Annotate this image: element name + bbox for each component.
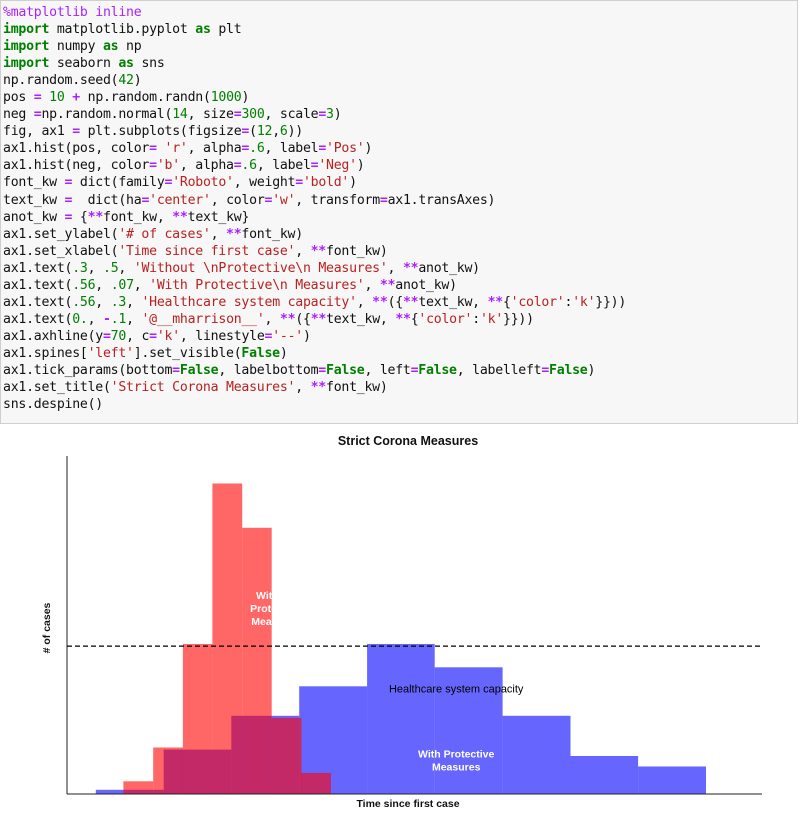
with-measures-label-line: With Protective: [418, 748, 494, 760]
pos-histogram-bar: [182, 644, 213, 794]
capacity-label-line: Healthcare system capacity: [389, 684, 524, 696]
code-line: sns.despine(): [3, 397, 103, 413]
code-line: ax1.text(.3, .5, 'Without \nProtective\n…: [3, 260, 480, 276]
with-measures-label: With Protective Measures: [418, 748, 494, 773]
code-line: ax1.axhline(y=70, c='k', linestyle='--'): [3, 328, 311, 344]
code-line: import seaborn as sns: [3, 56, 165, 72]
neg-histogram-bar: [502, 715, 571, 794]
without-measures-label-line: Without: [256, 590, 295, 602]
x-axis-label: Time since first case: [356, 798, 459, 810]
code-editor[interactable]: %matplotlib inline import matplotlib.pyp…: [3, 4, 797, 413]
code-line: import numpy as np: [3, 39, 142, 55]
code-line: ax1.tick_params(bottom=False, labelbotto…: [3, 362, 596, 378]
code-line: ax1.spines['left'].set_visible(False): [3, 345, 288, 361]
pos-histogram-bar: [123, 781, 154, 794]
histogram-chart: Strict Corona Measures Without Protective…: [41, 434, 762, 810]
pos-histogram-bar: [242, 527, 272, 794]
pos-histogram-bar: [212, 483, 243, 794]
code-line: ax1.text(.56, .07, 'With Protective\n Me…: [3, 277, 457, 293]
code-line: ax1.set_xlabel('Time since first case', …: [3, 243, 388, 259]
code-line: pos = 10 + np.random.randn(1000): [3, 90, 250, 106]
with-measures-label-line: Measures: [432, 761, 481, 773]
y-axis-label: # of cases: [41, 602, 53, 653]
code-line: ax1.text(0., -.1, '@__mharrison__', **({…: [3, 311, 534, 327]
code-line: fig, ax1 = plt.subplots(figsize=(12,6)): [3, 124, 303, 140]
code-line: font_kw = dict(family='Roboto', weight='…: [3, 175, 357, 191]
without-measures-label-line: Protective: [250, 603, 301, 615]
code-line: ax1.set_ylabel('# of cases', **font_kw): [3, 226, 303, 242]
code-line: ax1.set_title('Strict Corona Measures', …: [3, 380, 388, 396]
code-line: ax1.hist(pos, color= 'r', alpha=.6, labe…: [3, 141, 373, 157]
capacity-label: Healthcare system capacity: [389, 684, 524, 696]
pos-histogram-bar: [301, 772, 331, 794]
code-line: anot_kw = {**font_kw, **text_kw}: [3, 209, 250, 225]
code-line: import matplotlib.pyplot as plt: [3, 22, 242, 38]
code-cell[interactable]: %matplotlib inline import matplotlib.pyp…: [0, 0, 798, 424]
pos-histogram-bar: [153, 747, 183, 794]
chart-title: Strict Corona Measures: [338, 434, 478, 448]
code-line: %matplotlib inline: [3, 5, 142, 20]
code-line: ax1.text(.56, .3, 'Healthcare system cap…: [3, 294, 627, 310]
neg-histogram-bar: [638, 766, 706, 794]
code-line: text_kw = dict(ha='center', color='w', t…: [3, 192, 496, 208]
neg-histogram-bar: [367, 644, 435, 794]
code-line: neg =np.random.normal(14, size=300, scal…: [3, 107, 342, 123]
neg-histogram-bar: [570, 756, 639, 794]
pos-series: [123, 483, 331, 794]
without-measures-label: Without Protective Measures: [250, 590, 301, 628]
neg-histogram-bar: [434, 667, 503, 795]
output-area: Strict Corona Measures Without Protective…: [0, 428, 800, 814]
code-line: np.random.seed(42): [3, 73, 142, 89]
code-line: ax1.hist(neg, color='b', alpha=.6, label…: [3, 158, 365, 174]
without-measures-label-line: Measures: [251, 616, 300, 628]
pos-histogram-bar: [271, 717, 302, 794]
